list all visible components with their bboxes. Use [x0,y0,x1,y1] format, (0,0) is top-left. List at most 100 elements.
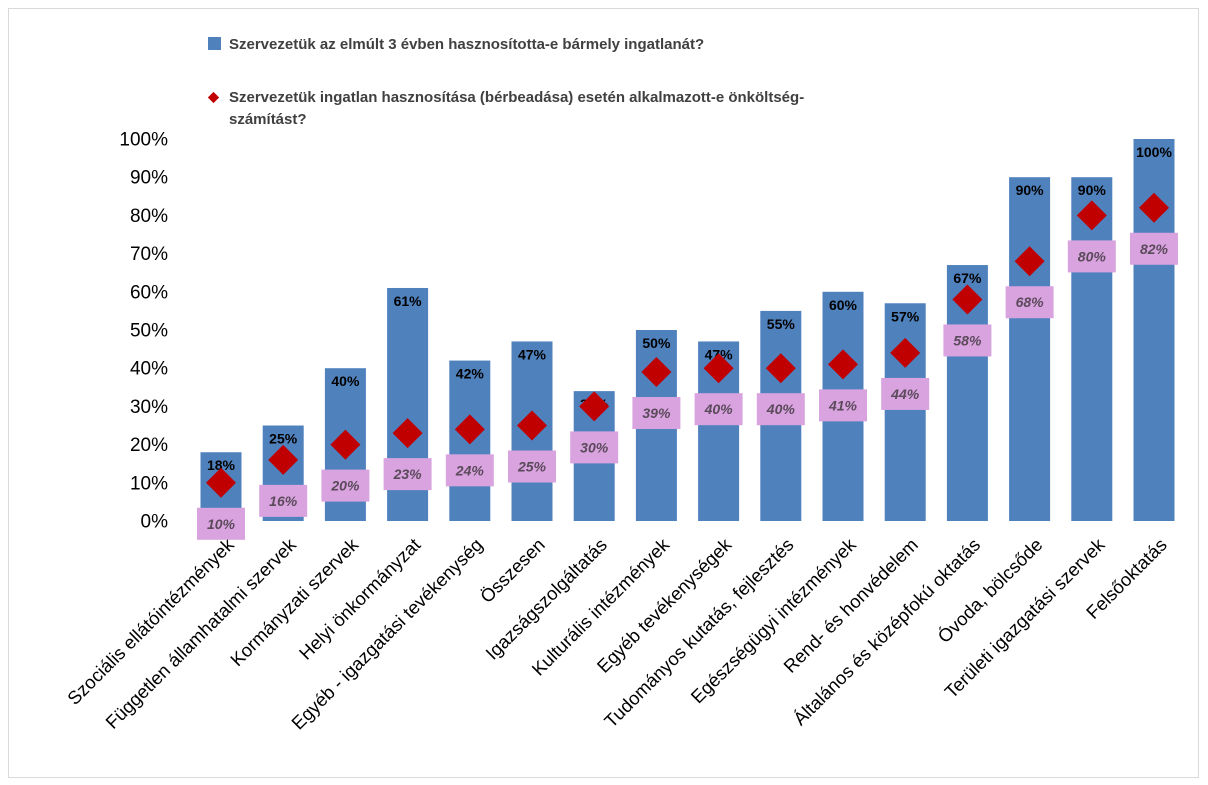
x-tick-label: Igazságszolgáltatás [481,534,611,664]
marker-diamond [641,357,672,388]
marker-diamond [890,337,921,368]
bar-data-label: 61% [394,293,423,309]
marker-data-label-text: 25% [517,459,547,475]
y-tick-label: 80% [130,206,168,227]
y-tick-label: 50% [130,321,168,342]
marker-data-label-text: 23% [393,466,423,482]
marker-data-label: 10% [197,507,245,540]
y-tick-label: 30% [130,397,168,418]
marker-data-label-text: 80% [1078,248,1107,264]
marker-data-label-text: 82% [1140,241,1169,257]
legend-label-marker-line2: számítást? [229,111,307,128]
bar-data-label: 55% [767,316,796,332]
marker-data-label-box [570,431,619,464]
marker-data-label: 20% [321,469,370,502]
marker-data-label: 16% [259,484,308,517]
legend-swatch-marker [207,91,220,104]
marker-data-label-text: 41% [828,397,858,413]
marker-data-label: 68% [1005,286,1054,319]
marker-data-label-box [508,450,556,483]
marker-diamond [828,349,858,380]
marker-data-label-box [632,397,681,430]
marker-data-label-box [321,469,370,502]
markers [206,192,1169,498]
bar-data-label: 60% [829,297,858,313]
bar-data-label: 47% [518,346,547,362]
bar-data-label: 90% [1078,182,1107,198]
marker-data-label-box [943,324,992,357]
marker-diamond [952,284,983,315]
marker-data-label: 58% [943,324,992,357]
marker-diamond [392,418,423,449]
marker-data-label-box [383,458,432,491]
marker-data-label: 82% [1130,232,1178,265]
bar-data-label: 50% [642,335,671,351]
marker-data-label-box [819,389,867,422]
marker-diamond [268,444,299,475]
marker-data-label-text: 40% [766,401,796,417]
marker-data-label: 30% [570,431,619,464]
bar-data-label: 90% [1016,182,1045,198]
x-tick-label: Helyi önkormányzat [295,534,425,664]
marker-data-label-box [197,507,245,540]
marker-diamond [1139,192,1169,223]
marker-diamond [579,391,610,422]
marker-data-label-text: 40% [704,401,734,417]
bar-data-label: 25% [269,431,298,447]
bar-data-label: 67% [953,270,982,286]
marker-data-label-text: 68% [1016,294,1045,310]
marker-data-label-text: 16% [269,493,298,509]
y-tick-label: 90% [130,168,168,189]
y-tick-label: 10% [130,473,168,494]
marker-diamond [1014,246,1045,277]
marker-data-label-box [1005,286,1054,319]
marker-data-label: 39% [632,397,681,430]
bar [884,303,926,521]
marker-data-label: 44% [881,377,930,410]
marker-data-label: 40% [694,393,743,426]
legend-label-bar: Szervezetük az elmúlt 3 évben hasznosíto… [229,36,704,53]
y-tick-label: 0% [141,512,169,533]
y-tick-label: 20% [130,435,168,456]
y-tick-label: 40% [130,359,168,380]
marker-data-label-box [694,393,743,426]
bar-data-label: 42% [456,366,485,382]
x-tick-label: Óvoda, bölcsőde [933,534,1046,647]
y-tick-label: 60% [130,282,168,303]
bar [1071,177,1113,521]
marker-diamond [517,410,547,441]
marker-data-label-text: 58% [953,332,982,348]
marker-data-label: 80% [1067,240,1116,273]
bar-data-label: 100% [1136,144,1172,160]
marker-data-label-text: 44% [890,386,920,402]
marker-data-label-box [1067,240,1116,273]
marker-data-label-text: 39% [642,405,671,421]
bar-data-label: 57% [891,308,920,324]
marker-diamond [330,429,361,460]
marker-labels: 10% 16% 20% 23% 24% 25% 30% 39% 40% 40% 41% 44% 58% 6… [197,232,1178,540]
marker-data-label-box [259,484,308,517]
marker-data-label-box [445,454,494,487]
legend: Szervezetük az elmúlt 3 évben hasznosíto… [207,36,804,128]
marker-diamond [703,353,734,384]
y-tick-label: 100% [119,130,168,151]
y-axis: 0% 10% 20% 30% 40% 50% 60% 70% 80% 90% 100% [119,130,168,533]
bar [1009,177,1051,521]
marker-data-label-box [881,377,930,410]
legend-label-marker-line1: Szervezetük ingatlan hasznosítása (bérbe… [229,89,804,106]
marker-data-label-text: 20% [330,478,360,494]
legend-swatch-bar [208,37,221,50]
marker-diamond [765,353,796,384]
marker-data-label: 23% [383,458,432,491]
bar-data-label: 18% [207,457,236,473]
marker-data-label-text: 10% [207,516,236,532]
chart-frame [8,8,1199,778]
marker-data-label: 24% [445,454,494,487]
marker-diamond [454,414,485,445]
marker-data-label-text: 30% [580,439,609,455]
marker-data-label: 41% [819,389,867,422]
marker-diamond [1076,200,1107,231]
